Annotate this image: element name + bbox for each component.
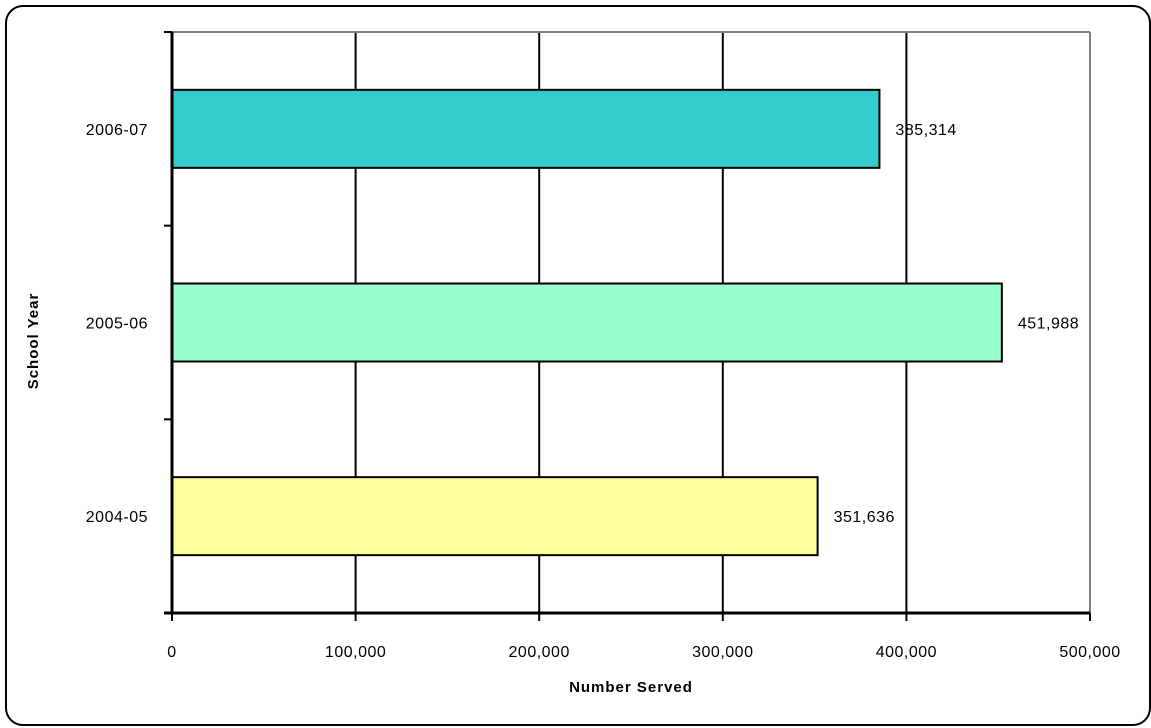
bar-2005-06: [171, 282, 1003, 363]
data-label-2006-07: 385,314: [895, 122, 956, 139]
x-tick-label: 300,000: [692, 644, 753, 661]
x-axis-title: Number Served: [569, 679, 693, 696]
y-tick-label-2005-06: 2005-06: [86, 316, 148, 333]
data-label-2005-06: 451,988: [1018, 316, 1079, 333]
x-tick-label: 500,000: [1059, 644, 1120, 661]
y-axis-title: School Year: [25, 293, 42, 390]
data-label-2004-05: 351,636: [834, 509, 895, 526]
x-tick-label: 400,000: [876, 644, 937, 661]
x-tick-label: 0: [167, 644, 176, 661]
y-tick-label-2004-05: 2004-05: [86, 509, 148, 526]
x-tick-label: 100,000: [325, 644, 386, 661]
bar-2004-05: [171, 476, 819, 557]
bar-2006-07: [171, 88, 881, 169]
x-tick-label: 200,000: [509, 644, 570, 661]
y-tick-label-2006-07: 2006-07: [86, 122, 148, 139]
